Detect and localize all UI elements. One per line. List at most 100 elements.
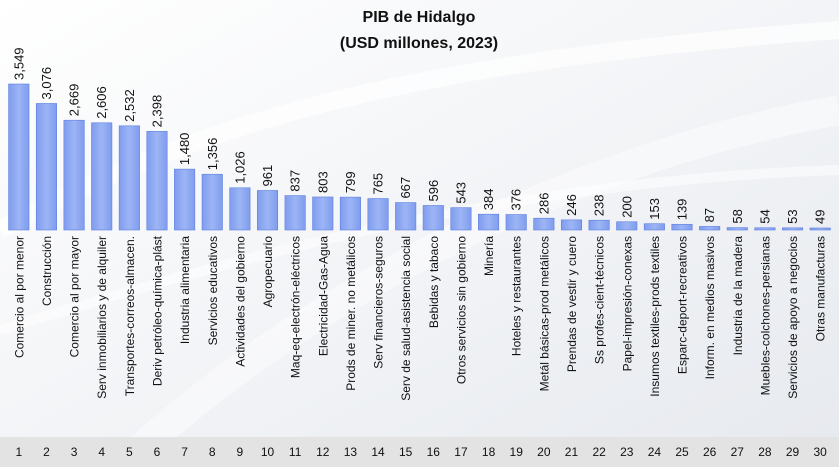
value-label-9: 1,026 [232,151,247,184]
category-label-19: Hoteles y restaurantes [510,236,524,356]
bar-9 [229,187,251,231]
category-label-15: Serv de salud-asistencia social [399,236,413,401]
bar-27 [726,227,748,231]
rank-label-23: 23 [620,445,634,459]
bar-7 [174,168,196,231]
value-label-21: 246 [564,194,579,216]
value-label-28: 54 [757,209,772,223]
category-label-4: Serv inmobiliarios y de alquiler [95,236,109,399]
category-label-16: Bebidas y tabaco [427,236,441,328]
category-label-27: Industria de la madera [731,236,745,356]
value-label-2: 3,076 [39,67,54,100]
bar-13 [339,196,361,231]
bar-22 [588,219,610,231]
rank-label-2: 2 [43,445,50,459]
rank-label-21: 21 [565,445,579,459]
category-label-21: Prendas de vestir y cuero [565,236,579,372]
category-label-30: Otras manufacturas [814,236,828,341]
rank-label-26: 26 [703,445,717,459]
category-label-3: Comercio al por mayor [68,236,82,357]
value-label-29: 53 [785,209,800,223]
rank-label-7: 7 [181,445,188,459]
rank-label-20: 20 [537,445,551,459]
value-label-23: 200 [619,196,634,218]
category-label-5: Transportes-correos-almacen. [123,236,137,396]
category-label-9: Actividades del gobierno [233,236,247,367]
value-label-24: 153 [647,198,662,220]
bar-6 [146,131,168,231]
value-label-1: 3,549 [11,47,26,80]
rank-label-22: 22 [592,445,606,459]
category-label-23: Papel-impresión-conexas [620,236,634,371]
bar-18 [478,213,500,231]
category-labels-layer: Comercio al por menor Construcción Comerci… [12,235,827,400]
value-label-4: 2,606 [94,86,109,119]
value-label-3: 2,669 [67,84,82,117]
bar-3 [63,119,85,231]
rank-label-3: 3 [71,445,78,459]
rank-label-13: 13 [344,445,358,459]
rank-label-9: 9 [237,445,244,459]
bar-12 [312,196,334,231]
value-label-26: 87 [702,208,717,222]
value-label-14: 765 [371,173,386,195]
rank-label-12: 12 [316,445,330,459]
bar-4 [91,122,113,231]
category-label-25: Esparc-deport-recreativos [676,236,690,374]
rank-label-4: 4 [98,445,105,459]
bar-15 [395,202,417,231]
value-label-12: 803 [315,171,330,193]
category-label-18: Minería [482,236,496,276]
value-label-6: 2,398 [149,95,164,128]
rank-label-5: 5 [126,445,133,459]
category-label-11: Maq-eq-electrón-eléctricos [289,236,303,378]
rank-label-6: 6 [154,445,161,459]
bar-2 [35,103,57,231]
rank-label-16: 16 [427,445,441,459]
value-labels-layer: 3,549 3,076 2,669 2,606 2,532 2,398 1,480 1,356… [11,47,827,224]
bar-11 [284,195,306,231]
value-label-19: 376 [509,189,524,211]
bar-8 [201,173,223,231]
category-label-28: Muebles-colchones-persianas [758,236,772,395]
bar-26 [699,226,721,231]
rank-label-25: 25 [675,445,689,459]
bar-30 [809,227,831,231]
rank-label-18: 18 [482,445,496,459]
category-label-22: Ss profes-cient-técnicos [593,236,607,364]
value-label-10: 961 [260,165,275,187]
rank-label-27: 27 [731,445,745,459]
rank-label-30: 30 [814,445,828,459]
bar-16 [422,205,444,231]
rank-labels-layer: 1 2 3 4 5 6 7 8 9 10 11 12 13 14 15 16 17 18 19 20 21 22 23 24 2… [15,445,827,459]
bar-29 [782,227,804,231]
rank-label-19: 19 [510,445,524,459]
bar-5 [118,125,140,231]
value-label-13: 799 [343,171,358,193]
bars-layer [8,83,831,231]
value-label-18: 384 [481,188,496,210]
bar-28 [754,227,776,231]
value-label-30: 49 [813,210,828,224]
value-label-22: 238 [592,195,607,217]
bar-10 [256,190,279,231]
bar-19 [505,214,527,231]
rank-label-14: 14 [371,445,385,459]
category-label-6: Deriv petróleo-química-plást [150,235,164,386]
category-label-12: Electricidad-Gas-Agua [316,236,330,356]
rank-label-29: 29 [786,445,800,459]
rank-label-11: 11 [289,445,302,459]
bar-17 [450,207,472,231]
category-label-10: Agropecuario [261,236,275,308]
rank-label-10: 10 [261,445,275,459]
category-label-26: Inform. en medios masivos [703,236,717,379]
value-label-11: 837 [288,170,303,192]
bar-21 [560,219,583,231]
value-label-7: 1,480 [177,133,192,166]
value-label-16: 596 [426,180,441,202]
bar-25 [671,223,693,231]
category-label-2: Construcción [40,236,54,306]
category-label-1: Comercio al por menor [12,236,26,358]
